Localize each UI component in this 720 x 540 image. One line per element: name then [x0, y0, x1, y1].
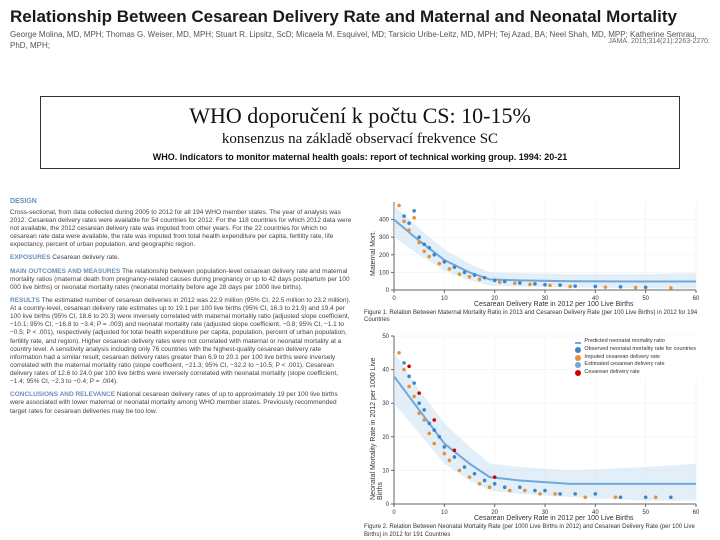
figure-1-caption: Figure 1. Relation Between Maternal Mort… — [364, 310, 710, 324]
fig1-ylabel: Maternal Mort. — [370, 231, 377, 276]
content-row: DESIGN Cross-sectional, from data collec… — [0, 196, 720, 540]
svg-text:10: 10 — [441, 296, 448, 302]
svg-text:300: 300 — [379, 235, 390, 241]
results-label: RESULTS — [10, 297, 40, 304]
fig2-ylabel: Neonatal Mortality Rate in 2012 per 1000… — [370, 340, 384, 500]
overlay-citation: WHO. Indicators to monitor maternal heal… — [51, 152, 669, 162]
svg-text:0: 0 — [392, 510, 396, 516]
abstract-column: DESIGN Cross-sectional, from data collec… — [0, 196, 360, 540]
figures-column: 01020304050600100200300400 Cesarean Deli… — [360, 196, 720, 540]
svg-text:60: 60 — [693, 510, 700, 516]
fig1-xlabel: Cesarean Delivery Rate in 2012 per 100 L… — [474, 301, 634, 308]
figure-2-chart: 010203040506001020304050 Cesarean Delive… — [364, 330, 704, 520]
design-label: DESIGN — [10, 196, 352, 209]
journal-citation: JAMA. 2015;314(21):2263-2270. — [608, 38, 710, 45]
paper-header: Relationship Between Cesarean Delivery R… — [0, 0, 720, 53]
svg-text:400: 400 — [379, 218, 390, 224]
svg-text:50: 50 — [642, 510, 649, 516]
figure-1-svg: 01020304050600100200300400 — [364, 196, 704, 306]
svg-text:60: 60 — [693, 296, 700, 302]
figure-2-caption: Figure 2. Relation Between Neonatal Mort… — [364, 524, 710, 538]
results-text: The estimated number of cesarean deliver… — [10, 297, 350, 385]
svg-text:0: 0 — [392, 296, 396, 302]
overlay-title: WHO doporučení k počtu CS: 10-15% — [51, 103, 669, 129]
overlay-subtitle: konsenzus na základě observací frekvence… — [51, 131, 669, 148]
figure-1-chart: 01020304050600100200300400 Cesarean Deli… — [364, 196, 704, 306]
design-text: Cross-sectional, from data collected dur… — [10, 209, 352, 250]
paper-title: Relationship Between Cesarean Delivery R… — [10, 6, 710, 27]
who-overlay-box: WHO doporučení k počtu CS: 10-15% konsen… — [40, 96, 680, 169]
svg-text:0: 0 — [386, 502, 390, 508]
outcomes-label: MAIN OUTCOMES AND MEASURES — [10, 268, 120, 275]
exposures-label: EXPOSURES — [10, 254, 50, 261]
paper-authors: George Molina, MD, MPH; Thomas G. Weiser… — [10, 30, 710, 51]
svg-text:0: 0 — [386, 288, 390, 294]
fig2-xlabel: Cesarean Delivery Rate in 2012 per 100 L… — [474, 515, 634, 522]
svg-text:50: 50 — [642, 296, 649, 302]
exposures-text: Cesarean delivery rate. — [52, 254, 119, 261]
svg-text:200: 200 — [379, 253, 390, 259]
fig2-legend: Predicted neonatal mortality ratio Obser… — [573, 336, 698, 378]
svg-text:100: 100 — [379, 270, 390, 276]
conclusions-label: CONCLUSIONS AND RELEVANCE — [10, 391, 115, 398]
svg-text:10: 10 — [441, 510, 448, 516]
